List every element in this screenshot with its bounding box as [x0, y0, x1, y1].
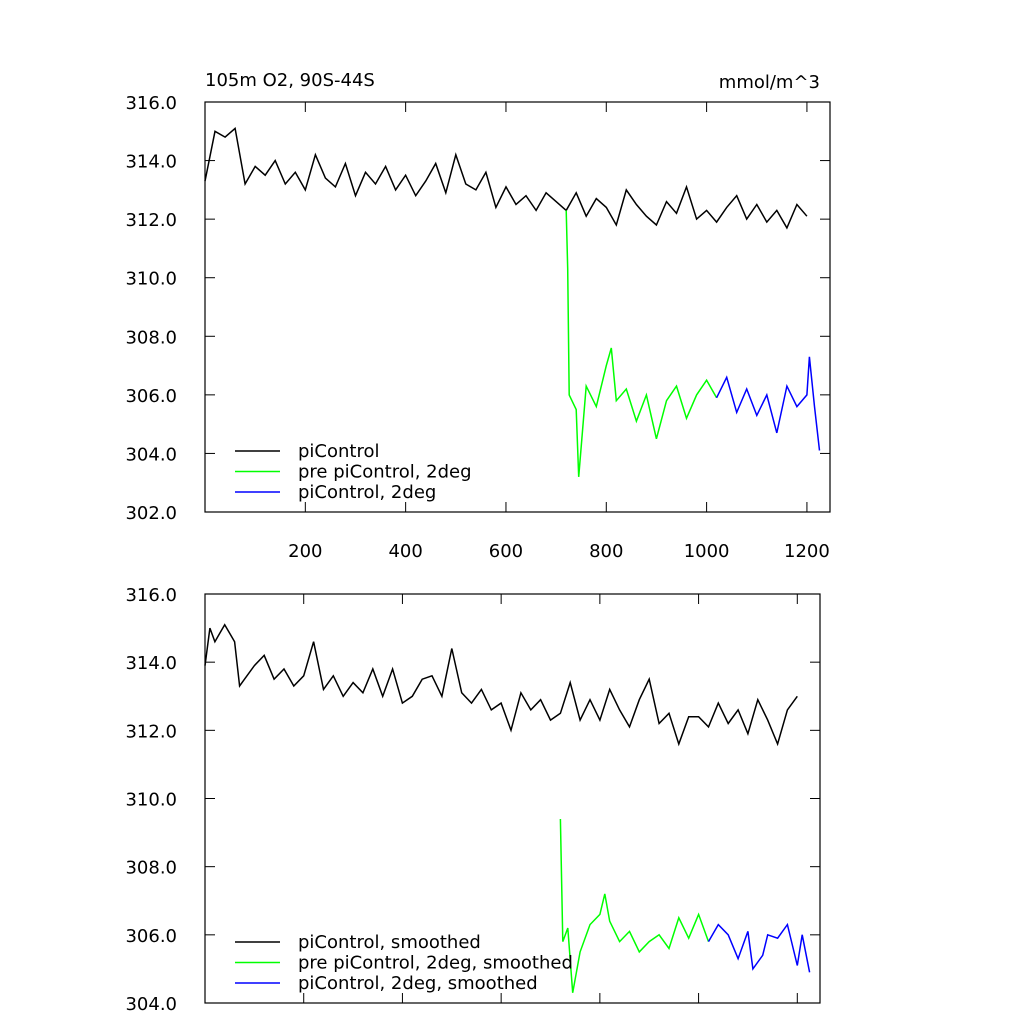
units-label: mmol/m^3	[719, 72, 820, 93]
y-tick-label: 308.0	[125, 327, 177, 348]
legend-label: pre piControl, 2deg, smoothed	[298, 953, 573, 974]
y-tick-label: 316.0	[125, 585, 177, 606]
y-tick-label: 312.0	[125, 721, 177, 742]
data-line	[204, 126, 808, 230]
legend-label: piControl, smoothed	[298, 932, 481, 953]
y-tick-label: 306.0	[125, 386, 177, 407]
legend-label: piControl	[298, 441, 380, 462]
legend-label: pre piControl, 2deg	[298, 462, 472, 483]
y-tick-label: 304.0	[125, 994, 177, 1015]
plot-frame	[204, 101, 831, 513]
y-tick-label: 308.0	[125, 858, 177, 879]
legend-label: piControl, 2deg, smoothed	[298, 973, 538, 994]
y-tick-label: 310.0	[125, 269, 177, 290]
data-line	[715, 356, 821, 451]
y-tick-label: 314.0	[125, 653, 177, 674]
x-tick-label: 400	[388, 541, 422, 562]
data-line	[204, 623, 798, 747]
chart-title: 105m O2, 90S-44S	[205, 70, 375, 91]
data-line	[559, 818, 710, 993]
data-line	[707, 922, 811, 973]
y-tick-label: 302.0	[125, 503, 177, 524]
x-tick-label: 1200	[784, 541, 830, 562]
y-tick-label: 312.0	[125, 210, 177, 231]
x-tick-label: 200	[288, 541, 322, 562]
y-tick-label: 304.0	[125, 444, 177, 465]
x-tick-label: 1000	[684, 541, 730, 562]
y-tick-label: 314.0	[125, 152, 177, 173]
legend-label: piControl, 2deg	[298, 482, 436, 503]
y-tick-label: 310.0	[125, 790, 177, 811]
x-tick-label: 600	[489, 541, 523, 562]
x-tick-label: 800	[589, 541, 623, 562]
y-tick-label: 316.0	[125, 93, 177, 114]
data-line	[565, 210, 718, 477]
y-tick-label: 306.0	[125, 926, 177, 947]
